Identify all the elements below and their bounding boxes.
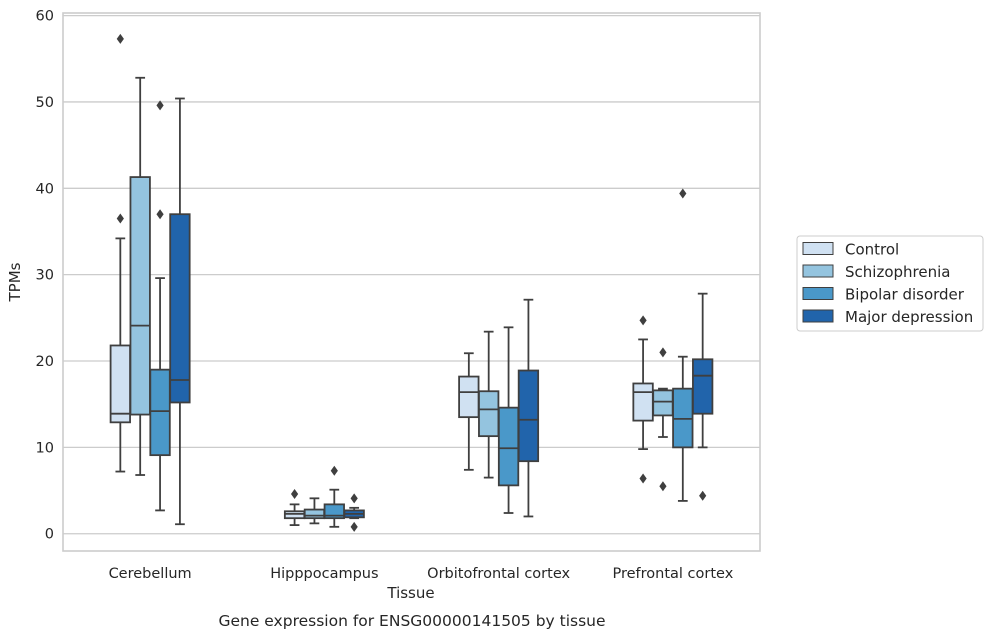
box-control (109, 33, 131, 473)
box-body (692, 358, 714, 415)
y-tick-label: 10 (36, 440, 54, 456)
boxes (109, 33, 714, 532)
box-body (478, 390, 500, 438)
outlier-point (639, 315, 647, 326)
legend-label: Control (845, 241, 899, 259)
box-body (129, 176, 151, 416)
legend-swatch (802, 287, 834, 300)
legend-label: Schizophrenia (845, 263, 950, 281)
box-body (303, 508, 326, 520)
legend-swatch (802, 264, 834, 278)
outlier-point (350, 493, 358, 504)
box-body (169, 213, 191, 404)
box-body (632, 382, 654, 422)
y-tick-label: 30 (36, 268, 54, 284)
box-bipolar-disorder (497, 326, 520, 514)
x-tick-label: Cerebellum (109, 566, 192, 582)
y-tick-label: 50 (36, 95, 54, 111)
legend-label: Major depression (845, 308, 973, 326)
outlier-point (659, 347, 667, 358)
outlier-point (156, 100, 164, 111)
box-major-depression (343, 493, 365, 532)
y-tick-label: 0 (45, 527, 54, 543)
outlier-point (116, 213, 124, 224)
plot-area-frame (62, 12, 761, 552)
legend: Control Schizophrenia Bipolar disorder Majo… (796, 235, 984, 332)
legend-frame (796, 235, 984, 332)
x-tick-label: Hipppocampus (270, 566, 378, 582)
outlier-point (116, 33, 124, 44)
box-major-depression (169, 97, 191, 526)
outlier-point (330, 465, 338, 476)
y-tick-labels: 0 10 20 30 40 50 60 (36, 9, 54, 543)
box-schizophrenia (478, 330, 500, 479)
chart-caption: Gene expression for ENSG00000141505 by t… (218, 612, 605, 630)
outlier-point (699, 490, 707, 501)
legend-swatch (802, 242, 834, 255)
box-bipolar-disorder (149, 100, 171, 512)
box-control (458, 352, 480, 471)
y-tick-label: 60 (36, 9, 54, 25)
legend-swatch (802, 309, 834, 323)
y-tick-label: 40 (36, 181, 54, 197)
y-axis-label: TPMs (6, 262, 24, 302)
box-body (458, 375, 480, 419)
x-tick-label: Orbitofrontal cortex (427, 566, 570, 582)
box-body (109, 344, 131, 424)
outlier-point (290, 489, 299, 500)
box-body (149, 368, 171, 457)
box-control (632, 315, 654, 484)
box-control (283, 489, 306, 526)
outlier-point (156, 209, 164, 220)
box-body (652, 389, 674, 417)
x-tick-labels: Cerebellum Hipppocampus Orbitofrontal cort… (109, 566, 734, 582)
box-bipolar-disorder (672, 188, 694, 502)
box-major-depression (517, 298, 540, 518)
box-schizophrenia (129, 76, 151, 476)
outlier-point (659, 481, 667, 492)
box-body (497, 406, 520, 487)
outlier-point (350, 521, 358, 532)
box-schizophrenia (652, 347, 674, 492)
outlier-point (639, 473, 647, 484)
legend-label: Bipolar disorder (845, 286, 965, 304)
y-tick-label: 20 (36, 354, 54, 370)
box-body (517, 369, 540, 463)
box-schizophrenia (303, 497, 326, 525)
x-axis-label: Tissue (386, 584, 434, 602)
outlier-point (679, 188, 687, 199)
box-major-depression (692, 292, 714, 501)
box-bipolar-disorder (323, 465, 345, 528)
x-tick-label: Prefrontal cortex (612, 566, 733, 582)
